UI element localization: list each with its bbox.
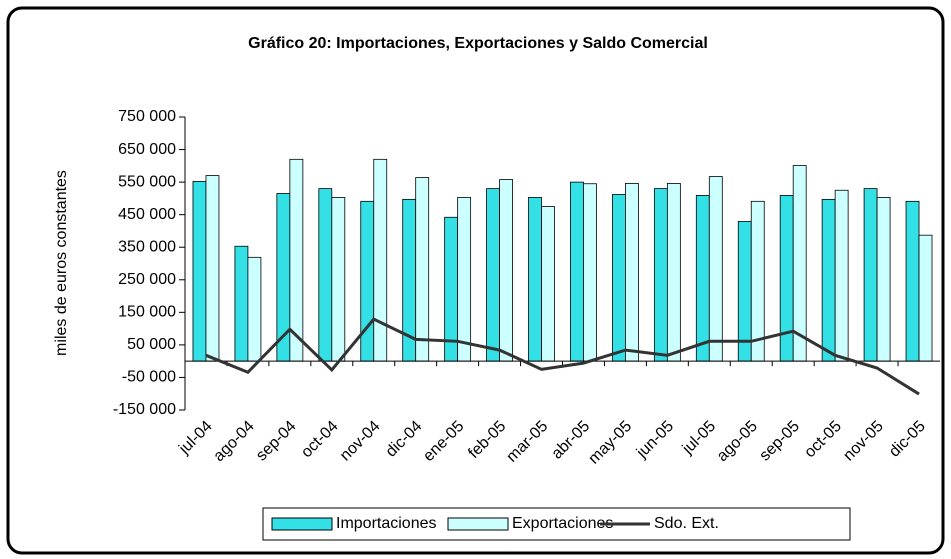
bar — [918, 234, 933, 362]
legend-label: Sdo. Ext. — [654, 515, 719, 532]
bar — [192, 181, 207, 362]
bar — [570, 181, 584, 362]
bar — [834, 189, 849, 362]
bar — [625, 183, 639, 362]
bar — [499, 179, 513, 362]
bar — [234, 245, 249, 362]
y-tick-label: 750 000 — [118, 108, 176, 125]
bar — [821, 198, 836, 362]
bar — [247, 256, 262, 362]
bar — [541, 206, 555, 362]
bar — [612, 194, 626, 362]
legend-swatch — [447, 517, 509, 531]
bar — [653, 188, 668, 362]
bar — [779, 195, 794, 362]
legend-label: Exportaciones — [512, 515, 613, 532]
bar — [583, 183, 597, 362]
y-tick-label: 550 000 — [118, 173, 176, 190]
legend — [262, 507, 851, 541]
bar — [360, 200, 375, 362]
bar — [457, 197, 472, 362]
y-tick-label: 250 000 — [118, 271, 176, 288]
bar — [415, 177, 430, 362]
y-tick-label: 150 000 — [118, 304, 176, 321]
y-tick-label: 50 000 — [127, 336, 176, 353]
y-tick-label: -150 000 — [113, 401, 176, 418]
bar — [695, 195, 710, 362]
y-tick-label: 450 000 — [118, 206, 176, 223]
legend-swatch — [271, 517, 333, 531]
bar — [331, 197, 346, 362]
bar — [528, 197, 542, 362]
chart-title: Gráfico 20: Importaciones, Exportaciones… — [248, 35, 708, 52]
bar — [876, 197, 891, 362]
y-tick-label: 350 000 — [118, 238, 176, 255]
bar — [486, 188, 500, 362]
y-tick-label: -50 000 — [122, 369, 176, 386]
bar — [666, 183, 681, 362]
bar — [318, 188, 333, 362]
chart-frame — [6, 6, 945, 555]
bar — [708, 176, 723, 362]
legend-label: Importaciones — [336, 515, 437, 532]
bar — [373, 158, 388, 362]
y-axis-label: miles de euros constantes — [53, 170, 70, 356]
bar — [905, 200, 920, 362]
bar — [205, 175, 220, 362]
bar — [863, 188, 878, 362]
y-tick-label: 650 000 — [118, 141, 176, 158]
line-series — [205, 317, 920, 396]
